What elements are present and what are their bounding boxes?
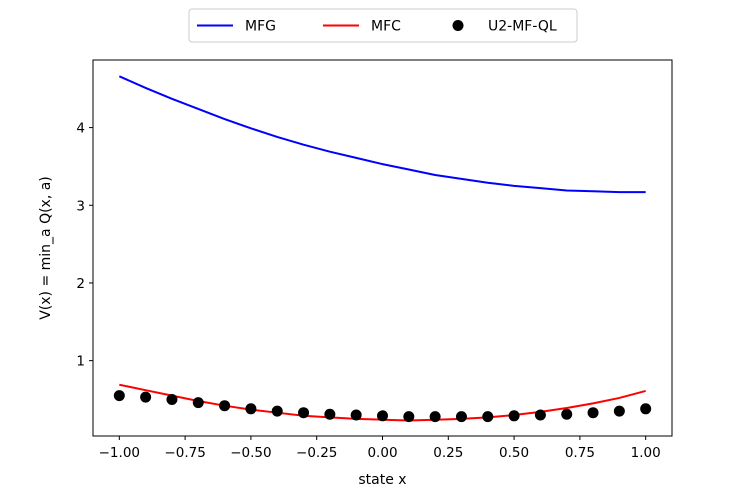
data-point (245, 403, 257, 415)
x-tick-label: 1.00 (631, 445, 661, 461)
data-point (271, 405, 283, 417)
legend-swatch-marker (452, 20, 464, 31)
y-tick-label: 4 (76, 121, 85, 137)
legend-label: U2-MF-QL (488, 19, 557, 35)
data-point (508, 410, 520, 422)
data-point (613, 405, 625, 417)
series-line-mfg (118, 75, 646, 194)
data-point (640, 403, 652, 415)
data-point (429, 411, 441, 423)
legend-box (188, 8, 578, 43)
data-point (324, 408, 336, 420)
legend: MFG MFC U2-MF-QL (188, 8, 578, 43)
x-tick-label: 0.75 (565, 445, 595, 461)
y-tick-label: 2 (76, 276, 85, 292)
data-point (403, 411, 415, 423)
data-point (350, 409, 362, 421)
data-point (192, 397, 204, 409)
data-point (298, 407, 310, 419)
data-point (455, 411, 467, 423)
x-tick-label: −0.25 (296, 445, 337, 461)
data-point (377, 410, 388, 422)
x-tick-label: 0.00 (367, 445, 397, 461)
y-axis-label: V(x) = min_a Q(x, a) (38, 176, 54, 320)
legend-label: MFG (245, 19, 276, 35)
ticks: −1.00 −0.75 −0.50 −0.25 0.00 0.25 0.50 0.75 1.00… (76, 121, 660, 461)
data-point (140, 391, 152, 403)
data-point (534, 409, 546, 421)
data-point (561, 408, 573, 420)
x-tick-label: 0.50 (499, 445, 529, 461)
plot-area (113, 75, 652, 423)
data-point (482, 411, 494, 423)
y-tick-label: 3 (76, 198, 85, 214)
data-point (587, 407, 599, 419)
x-tick-label: −0.50 (230, 445, 271, 461)
legend-label: MFC (371, 19, 401, 35)
x-tick-label: −0.75 (164, 445, 205, 461)
x-tick-label: 0.25 (433, 445, 463, 461)
x-axis-label: state x (358, 472, 406, 488)
data-point (219, 400, 231, 412)
data-point (113, 390, 125, 402)
data-point (166, 393, 178, 405)
y-tick-label: 1 (76, 354, 85, 370)
x-tick-label: −1.00 (99, 445, 140, 461)
